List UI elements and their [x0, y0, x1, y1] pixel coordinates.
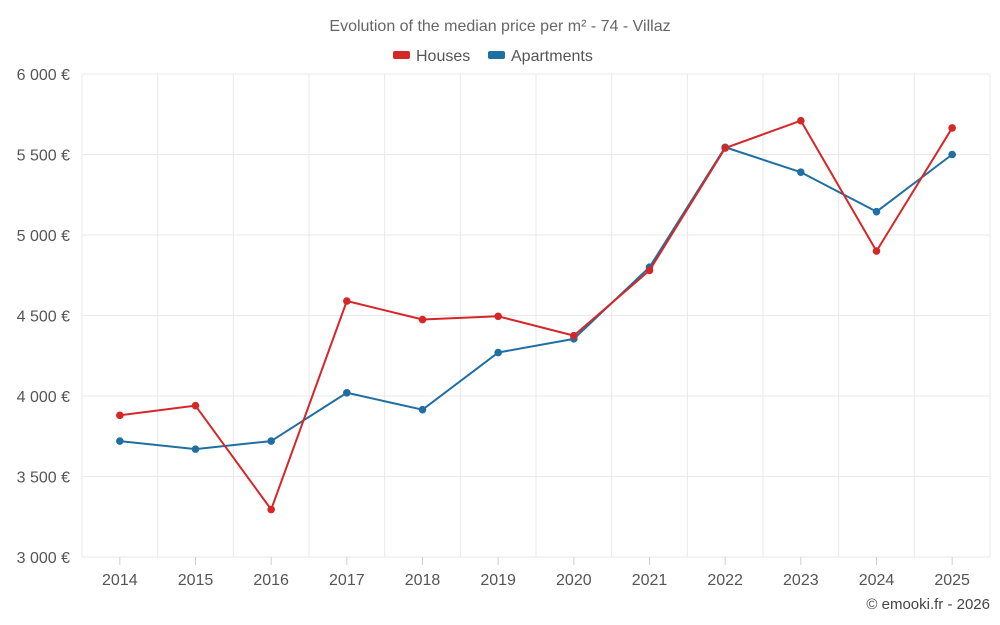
data-point-houses[interactable]: [797, 116, 805, 125]
y-tick-label: 3 000 €: [17, 550, 70, 567]
legend-label-houses: Houses: [416, 48, 470, 65]
y-tick-label: 5 500 €: [17, 148, 70, 165]
data-point-houses[interactable]: [948, 124, 956, 132]
x-tick-label: 2019: [480, 572, 516, 589]
data-point-houses[interactable]: [645, 266, 654, 275]
legend-swatch-houses: [393, 51, 410, 59]
grid: [81, 73, 991, 558]
data-point-houses[interactable]: [872, 247, 881, 255]
series-line-apartments: [119, 146, 953, 451]
x-tick-label: 2023: [783, 572, 819, 589]
legend-swatch-apartments: [488, 51, 505, 59]
legend-item-apartments[interactable]: Apartments: [488, 48, 593, 65]
x-tick-label: 2016: [253, 572, 289, 589]
data-point-apartments[interactable]: [948, 150, 956, 159]
x-tick-label: 2017: [329, 572, 365, 589]
credit-text: © emooki.fr - 2026: [866, 596, 990, 613]
data-point-houses[interactable]: [418, 315, 427, 324]
data-point-houses[interactable]: [116, 411, 124, 420]
y-tick-label: 6 000 €: [17, 67, 70, 84]
legend: Houses Apartments: [393, 48, 593, 65]
x-axis: 2014 2015 2016 2017 2018 2019 2020 2021 2022 2023…: [102, 557, 970, 589]
x-tick-label: 2025: [934, 572, 970, 589]
x-tick-label: 2018: [405, 572, 441, 589]
legend-label-apartments: Apartments: [511, 48, 593, 65]
data-point-apartments[interactable]: [116, 437, 124, 445]
data-point-apartments[interactable]: [797, 168, 805, 177]
data-point-houses[interactable]: [267, 505, 275, 514]
series-houses: [116, 116, 956, 514]
x-tick-label: 2014: [102, 572, 138, 589]
data-point-apartments[interactable]: [343, 388, 351, 397]
data-point-houses[interactable]: [570, 331, 578, 340]
y-axis: 3 000 € 3 500 € 4 000 € 4 500 € 5 000 € 5 500…: [17, 67, 70, 567]
series: [116, 116, 956, 514]
data-point-apartments[interactable]: [191, 445, 200, 453]
y-tick-label: 3 500 €: [17, 470, 70, 487]
data-point-houses[interactable]: [191, 401, 200, 410]
data-point-houses[interactable]: [721, 144, 729, 152]
y-tick-label: 5 000 €: [17, 228, 70, 245]
x-tick-label: 2015: [178, 572, 214, 589]
data-point-apartments[interactable]: [418, 405, 427, 414]
data-point-houses[interactable]: [494, 312, 502, 321]
data-point-apartments[interactable]: [267, 437, 275, 445]
series-line-houses: [119, 119, 954, 511]
data-point-apartments[interactable]: [872, 207, 881, 216]
chart-title: Evolution of the median price per m² - 7…: [329, 18, 670, 35]
y-tick-label: 4 000 €: [17, 389, 70, 406]
x-tick-label: 2024: [859, 572, 895, 589]
y-tick-label: 4 500 €: [17, 309, 70, 326]
legend-item-houses[interactable]: Houses: [393, 48, 470, 65]
data-point-houses[interactable]: [343, 297, 351, 305]
x-tick-label: 2021: [632, 572, 668, 589]
data-point-apartments[interactable]: [494, 348, 502, 357]
x-tick-label: 2022: [707, 572, 743, 589]
x-tick-label: 2020: [556, 572, 592, 589]
